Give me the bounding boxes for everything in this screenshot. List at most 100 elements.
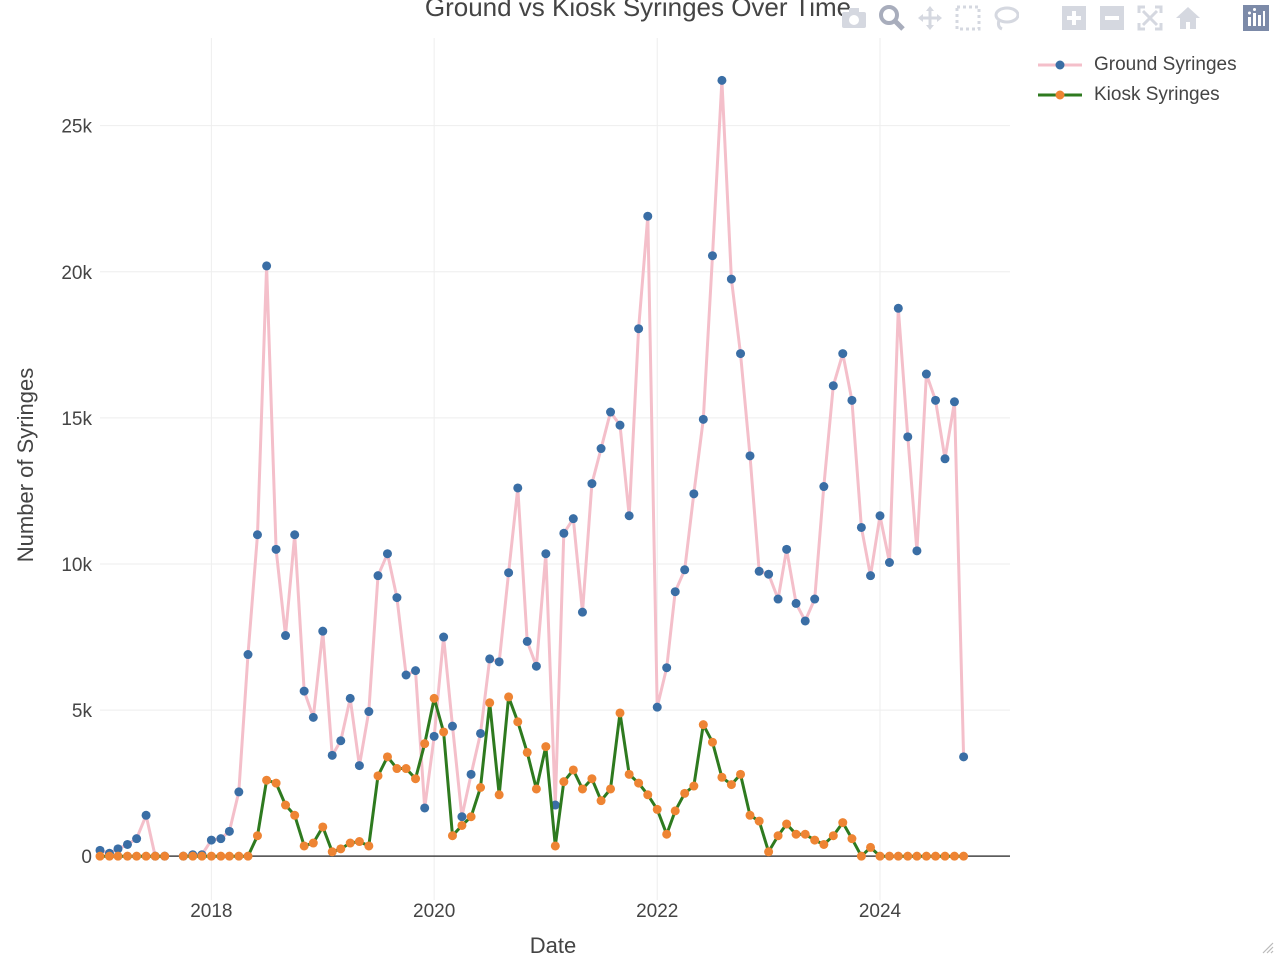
data-point[interactable] <box>485 654 495 664</box>
data-point[interactable] <box>670 806 680 816</box>
data-point[interactable] <box>949 397 959 407</box>
data-point[interactable] <box>224 826 234 836</box>
data-point[interactable] <box>345 838 355 848</box>
data-point[interactable] <box>856 522 866 532</box>
zoom-out-icon[interactable] <box>1098 4 1126 32</box>
legend-item-ground[interactable]: Ground Syringes <box>1034 50 1237 80</box>
data-point[interactable] <box>234 851 244 861</box>
data-point[interactable] <box>411 774 421 784</box>
data-point[interactable] <box>541 549 551 559</box>
data-point[interactable] <box>420 803 430 813</box>
data-point[interactable] <box>643 790 653 800</box>
data-point[interactable] <box>903 851 913 861</box>
data-point[interactable] <box>354 761 364 771</box>
autoscale-icon[interactable] <box>1136 4 1164 32</box>
data-point[interactable] <box>550 841 560 851</box>
data-point[interactable] <box>726 274 736 284</box>
data-point[interactable] <box>447 721 457 731</box>
data-point[interactable] <box>912 546 922 556</box>
data-point[interactable] <box>141 810 151 820</box>
data-point[interactable] <box>707 737 717 747</box>
data-point[interactable] <box>216 834 226 844</box>
data-point[interactable] <box>447 831 457 841</box>
data-point[interactable] <box>466 812 476 822</box>
plotly-logo-icon[interactable] <box>1242 4 1270 32</box>
data-point[interactable] <box>680 788 690 798</box>
data-point[interactable] <box>206 851 216 861</box>
data-point[interactable] <box>243 851 253 861</box>
data-point[interactable] <box>615 708 625 718</box>
data-point[interactable] <box>884 558 894 568</box>
zoom-in-icon[interactable] <box>1060 4 1088 32</box>
data-point[interactable] <box>382 549 392 559</box>
data-point[interactable] <box>150 851 160 861</box>
data-point[interactable] <box>522 747 532 757</box>
data-point[interactable] <box>504 692 514 702</box>
data-point[interactable] <box>893 303 903 313</box>
data-point[interactable] <box>707 251 717 261</box>
data-point[interactable] <box>132 834 142 844</box>
data-point[interactable] <box>476 728 486 738</box>
data-point[interactable] <box>568 514 578 524</box>
data-point[interactable] <box>308 712 318 722</box>
data-point[interactable] <box>466 769 476 779</box>
data-point[interactable] <box>160 851 170 861</box>
data-point[interactable] <box>940 454 950 464</box>
data-point[interactable] <box>606 407 616 417</box>
data-point[interactable] <box>504 568 514 578</box>
data-point[interactable] <box>680 565 690 575</box>
data-point[interactable] <box>382 752 392 762</box>
data-point[interactable] <box>95 851 105 861</box>
data-point[interactable] <box>577 607 587 617</box>
data-point[interactable] <box>429 731 439 741</box>
data-point[interactable] <box>866 571 876 581</box>
data-point[interactable] <box>893 851 903 861</box>
data-point[interactable] <box>439 632 449 642</box>
data-point[interactable] <box>420 739 430 749</box>
data-point[interactable] <box>782 819 792 829</box>
data-point[interactable] <box>290 810 300 820</box>
data-point[interactable] <box>810 835 820 845</box>
data-point[interactable] <box>531 661 541 671</box>
reset-axes-icon[interactable] <box>1174 4 1202 32</box>
data-point[interactable] <box>587 774 597 784</box>
data-point[interactable] <box>299 841 309 851</box>
data-point[interactable] <box>875 511 885 521</box>
camera-icon[interactable] <box>840 4 868 32</box>
data-point[interactable] <box>568 765 578 775</box>
data-point[interactable] <box>345 693 355 703</box>
data-point[interactable] <box>429 693 439 703</box>
data-point[interactable] <box>122 839 132 849</box>
data-point[interactable] <box>494 657 504 667</box>
data-point[interactable] <box>847 834 857 844</box>
data-point[interactable] <box>457 820 467 830</box>
data-point[interactable] <box>318 822 328 832</box>
data-point[interactable] <box>197 851 207 861</box>
data-point[interactable] <box>224 851 234 861</box>
data-point[interactable] <box>392 764 402 774</box>
data-point[interactable] <box>791 829 801 839</box>
data-point[interactable] <box>921 851 931 861</box>
data-point[interactable] <box>838 818 848 828</box>
data-point[interactable] <box>281 800 291 810</box>
data-point[interactable] <box>336 844 346 854</box>
data-point[interactable] <box>940 851 950 861</box>
data-point[interactable] <box>634 324 644 334</box>
data-point[interactable] <box>754 566 764 576</box>
data-point[interactable] <box>411 666 421 676</box>
data-point[interactable] <box>884 851 894 861</box>
data-point[interactable] <box>373 571 383 581</box>
data-point[interactable] <box>281 631 291 641</box>
data-point[interactable] <box>141 851 151 861</box>
data-point[interactable] <box>624 769 634 779</box>
data-point[interactable] <box>764 569 774 579</box>
data-point[interactable] <box>364 707 374 717</box>
data-point[interactable] <box>132 851 142 861</box>
data-point[interactable] <box>206 835 216 845</box>
data-point[interactable] <box>318 626 328 636</box>
data-point[interactable] <box>373 771 383 781</box>
data-point[interactable] <box>643 211 653 221</box>
data-point[interactable] <box>736 769 746 779</box>
data-point[interactable] <box>764 847 774 857</box>
data-point[interactable] <box>262 261 272 271</box>
